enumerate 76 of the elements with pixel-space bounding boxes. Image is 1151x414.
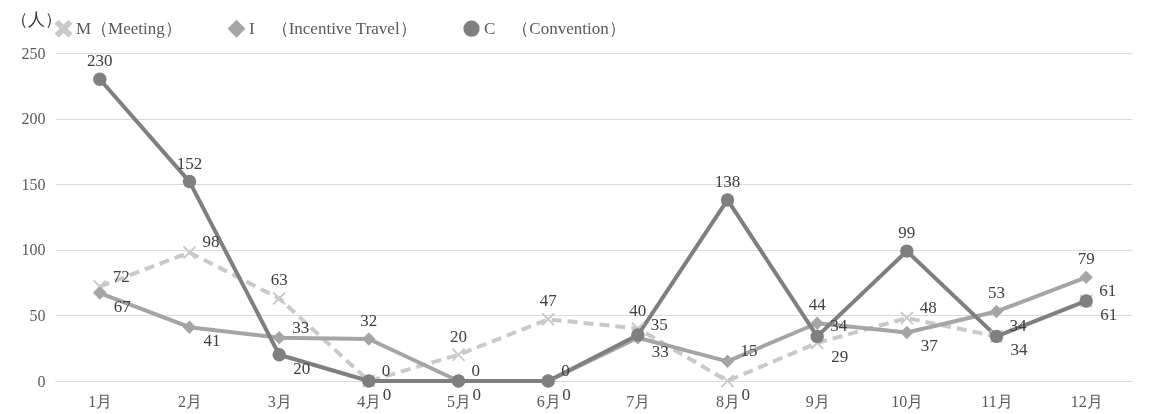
x-tick-label: 4月 xyxy=(357,392,382,410)
y-tick-label: 0 xyxy=(37,372,46,390)
data-label: 138 xyxy=(714,171,741,191)
data-label: 0 xyxy=(562,385,571,404)
y-tick-label: 200 xyxy=(21,110,46,128)
point xyxy=(541,312,555,327)
data-label: 29 xyxy=(831,346,849,366)
data-label: 15 xyxy=(740,341,758,361)
point xyxy=(900,325,914,340)
data-label: 53 xyxy=(988,283,1005,303)
point xyxy=(900,244,914,258)
point xyxy=(272,348,286,362)
point xyxy=(720,193,735,207)
point xyxy=(989,304,1004,319)
data-label: 44 xyxy=(808,295,827,315)
point xyxy=(272,331,286,345)
point xyxy=(182,320,197,334)
x-tick-label: 9月 xyxy=(805,392,830,410)
y-tick-label: 100 xyxy=(21,241,46,259)
data-label: 20 xyxy=(450,326,467,346)
data-label: 72 xyxy=(112,266,130,286)
data-label: 230 xyxy=(87,51,113,71)
data-label: 99 xyxy=(898,223,916,243)
x-tick-label: 11月 xyxy=(981,392,1013,410)
x-tick-label: 1月 xyxy=(88,392,113,410)
point xyxy=(810,329,824,344)
point xyxy=(451,348,466,362)
point xyxy=(93,72,107,86)
y-tick-label: 50 xyxy=(29,306,46,324)
legend-label: M（Meeting） xyxy=(76,18,182,38)
x-tick-label: 8月 xyxy=(716,392,740,410)
data-label: 0 xyxy=(471,361,480,380)
data-label: 67 xyxy=(113,297,132,317)
point xyxy=(900,311,914,325)
data-label: 61 xyxy=(1100,304,1118,324)
data-label: 35 xyxy=(650,315,668,335)
point xyxy=(362,332,376,346)
data-label: 0 xyxy=(382,385,392,404)
data-label: 48 xyxy=(919,298,937,318)
point xyxy=(93,286,107,300)
data-label: 61 xyxy=(1099,280,1117,300)
data-label: 63 xyxy=(270,270,288,290)
x-tick-label: 5月 xyxy=(447,392,471,410)
point xyxy=(1079,270,1093,285)
data-label: 20 xyxy=(293,358,311,378)
point xyxy=(810,316,824,330)
x-tick-label: 12月 xyxy=(1070,392,1103,410)
x-tick-label: 3月 xyxy=(267,392,292,410)
x-tick-label: 10月 xyxy=(891,392,924,410)
legend-label: I （Incentive Travel） xyxy=(249,18,417,38)
point xyxy=(272,291,286,306)
data-label: 98 xyxy=(202,232,220,252)
data-label: 152 xyxy=(176,153,203,173)
data-label: 0 xyxy=(741,385,750,404)
x-tick-label: 7月 xyxy=(626,392,651,410)
point xyxy=(720,354,735,369)
data-label: 32 xyxy=(360,311,378,331)
data-label: 79 xyxy=(1077,249,1095,269)
x-tick-label: 6月 xyxy=(536,392,561,410)
y-axis-title: （人） xyxy=(10,9,62,29)
data-label: 33 xyxy=(651,341,669,361)
y-tick-label: 250 xyxy=(21,44,46,62)
data-label: 37 xyxy=(920,336,939,356)
data-label: 34 xyxy=(1010,340,1028,360)
data-label: 33 xyxy=(292,317,310,337)
data-label: 34 xyxy=(830,316,848,336)
data-label: 0 xyxy=(472,385,481,404)
data-label: 40 xyxy=(629,300,647,320)
point xyxy=(182,174,197,189)
data-label: 47 xyxy=(539,291,558,311)
data-label: 0 xyxy=(381,361,391,380)
point xyxy=(182,245,197,260)
data-label: 41 xyxy=(203,331,221,351)
x-tick-label: 2月 xyxy=(178,392,202,410)
legend-label: C （Convention） xyxy=(484,18,626,38)
y-tick-label: 150 xyxy=(21,175,46,193)
